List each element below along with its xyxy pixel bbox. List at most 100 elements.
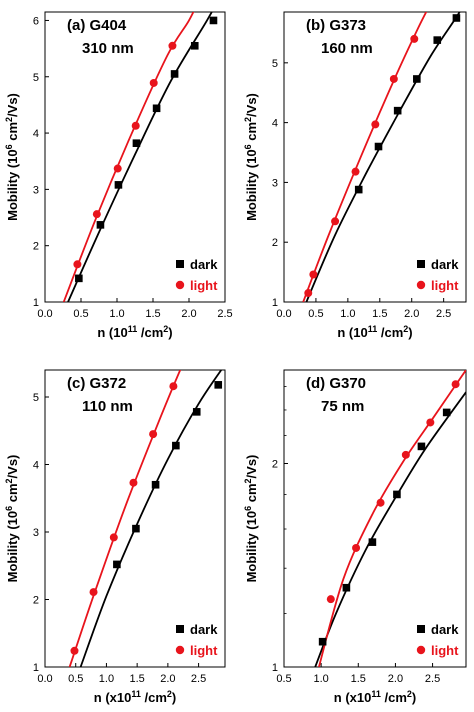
y-axis-label-unit: cm (5, 122, 20, 144)
y-tick-label: 5 (33, 72, 39, 84)
x-axis-label-exp: 11 (128, 324, 138, 334)
x-tick-label: 0.0 (276, 308, 291, 320)
data-point-dark (354, 185, 363, 194)
legend-label-dark: dark (431, 622, 459, 637)
x-axis-label: n (1011 /cm2) (337, 324, 412, 340)
x-axis-label-close: ) (168, 325, 172, 340)
y-axis-label-close: /Vs) (244, 93, 259, 117)
plot-frame (44, 369, 226, 668)
y-tick-label: 3 (272, 177, 278, 189)
fit-curve-light (68, 370, 182, 667)
x-tick-label: 2.0 (404, 308, 419, 320)
data-point-light (149, 78, 158, 87)
y-axis-label-close: /Vs) (5, 93, 20, 117)
x-axis-label-text: n (10 (97, 325, 127, 340)
y-tick-label: 1 (272, 297, 278, 309)
y-axis-label-close: /Vs) (244, 455, 259, 479)
data-point-dark (170, 70, 179, 78)
panel-thickness: 310 nm (82, 40, 134, 57)
y-axis-label: Mobility (106 cm2/Vs) (4, 455, 20, 583)
y-tick-label: 5 (33, 392, 39, 404)
data-point-dark (342, 583, 351, 592)
x-axis-label-exp: 11 (371, 689, 381, 699)
data-point-light (376, 498, 385, 507)
y-tick-label: 3 (33, 184, 39, 196)
data-point-dark (318, 637, 327, 646)
fit-curve-dark (79, 370, 223, 667)
data-point-dark (172, 441, 180, 450)
data-point-dark (452, 14, 461, 22)
legend-marker-light (175, 280, 185, 290)
data-point-dark (152, 104, 161, 113)
panel-thickness: 110 nm (82, 398, 133, 415)
y-tick-label: 1 (272, 662, 278, 674)
fit-curve-dark (67, 12, 213, 302)
y-axis-label-exp: 6 (4, 144, 14, 149)
data-point-light (351, 167, 360, 176)
x-axis-label-unit: /cm (381, 690, 407, 705)
data-point-dark (151, 480, 160, 489)
x-tick-label: 2.5 (425, 673, 440, 685)
y-axis-label-unit: cm (244, 122, 259, 144)
y-axis-label-sq: 2 (243, 478, 253, 483)
data-point-dark (433, 36, 442, 44)
data-point-dark (190, 41, 199, 50)
data-point-light (168, 41, 177, 50)
x-tick-label: 2.5 (217, 308, 232, 320)
x-axis-label-text: n (x10 (94, 690, 132, 705)
legend-marker-light (175, 645, 185, 655)
x-axis-label: n (x1011 /cm2) (94, 689, 176, 705)
x-axis-label-sq: 2 (407, 689, 412, 699)
fit-curve-light (302, 12, 428, 302)
y-axis-label-text: Mobility (10 (244, 149, 259, 221)
data-point-dark (214, 381, 223, 389)
x-tick-label: 1.5 (130, 673, 145, 685)
data-point-dark (442, 408, 451, 417)
y-axis-label-text: Mobility (10 (244, 511, 259, 583)
y-axis-label-text: Mobility (10 (5, 149, 20, 221)
data-point-light (73, 260, 82, 269)
x-axis-label-unit: /cm (137, 325, 163, 340)
data-point-dark (368, 538, 377, 546)
data-point-dark (192, 408, 201, 416)
data-point-light (309, 270, 318, 279)
legend-label-light: light (190, 278, 218, 293)
y-tick-label: 6 (33, 15, 39, 27)
y-axis-label-text: Mobility (10 (5, 511, 20, 583)
x-tick-label: 1.5 (145, 308, 160, 320)
legend-marker-dark (176, 260, 184, 268)
data-point-dark (132, 139, 141, 148)
panel-thickness: 160 nm (321, 40, 373, 57)
plot-frame (44, 11, 226, 303)
x-axis-label-close: ) (172, 690, 176, 705)
plot-frame (283, 11, 467, 303)
legend-label-light: light (190, 643, 218, 658)
y-axis-label-sq: 2 (243, 117, 253, 122)
data-point-dark (96, 221, 105, 229)
x-tick-label: 1.0 (313, 673, 328, 685)
data-point-light (131, 121, 140, 130)
data-point-light (169, 382, 178, 391)
data-point-light (410, 34, 419, 43)
y-axis-label-sq: 2 (4, 117, 14, 122)
data-point-light (371, 120, 380, 129)
plot-frame (283, 369, 467, 668)
y-axis-label-close: /Vs) (5, 455, 20, 479)
x-axis-label: n (1011 /cm2) (97, 324, 172, 340)
x-tick-label: 2.5 (191, 673, 206, 685)
y-tick-label: 3 (33, 527, 39, 539)
y-tick-label: 4 (33, 460, 39, 472)
x-tick-label: 0.5 (308, 308, 323, 320)
data-point-light (326, 595, 335, 604)
data-point-dark (393, 106, 402, 115)
panel-thickness: 75 nm (321, 398, 364, 415)
x-tick-label: 2.0 (160, 673, 175, 685)
legend-marker-dark (176, 625, 184, 633)
data-point-dark (417, 442, 426, 451)
panel-label: (d) G370 (306, 375, 366, 392)
